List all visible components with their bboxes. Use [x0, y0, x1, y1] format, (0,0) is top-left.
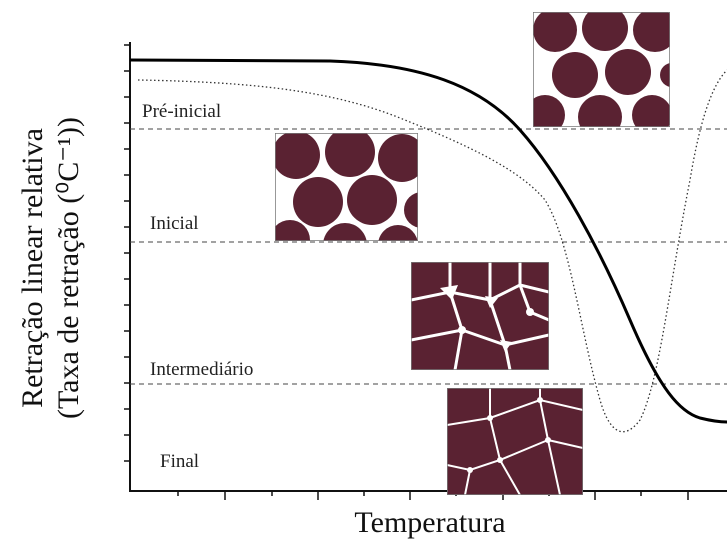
micrograph-pre-initial [533, 12, 670, 127]
y-ticks [124, 44, 130, 462]
axes [129, 42, 727, 492]
y-axis-label: (Taxa de retração (⁰C⁻¹)) [52, 117, 85, 419]
x-ticks [177, 491, 689, 500]
stage-label: Pré-inicial [142, 101, 221, 122]
y-axis-label: Retração linear relativa [16, 128, 49, 408]
x-axis-label: Temperatura [354, 506, 505, 539]
stage-label: Inicial [150, 213, 199, 234]
micrograph-final [447, 388, 583, 495]
stage-label: Intermediário [150, 359, 253, 380]
micrograph-initial [275, 133, 418, 241]
stage-label: Final [160, 451, 199, 472]
shrinkage-curve [129, 58, 727, 424]
micrograph-intermediate [411, 262, 549, 370]
